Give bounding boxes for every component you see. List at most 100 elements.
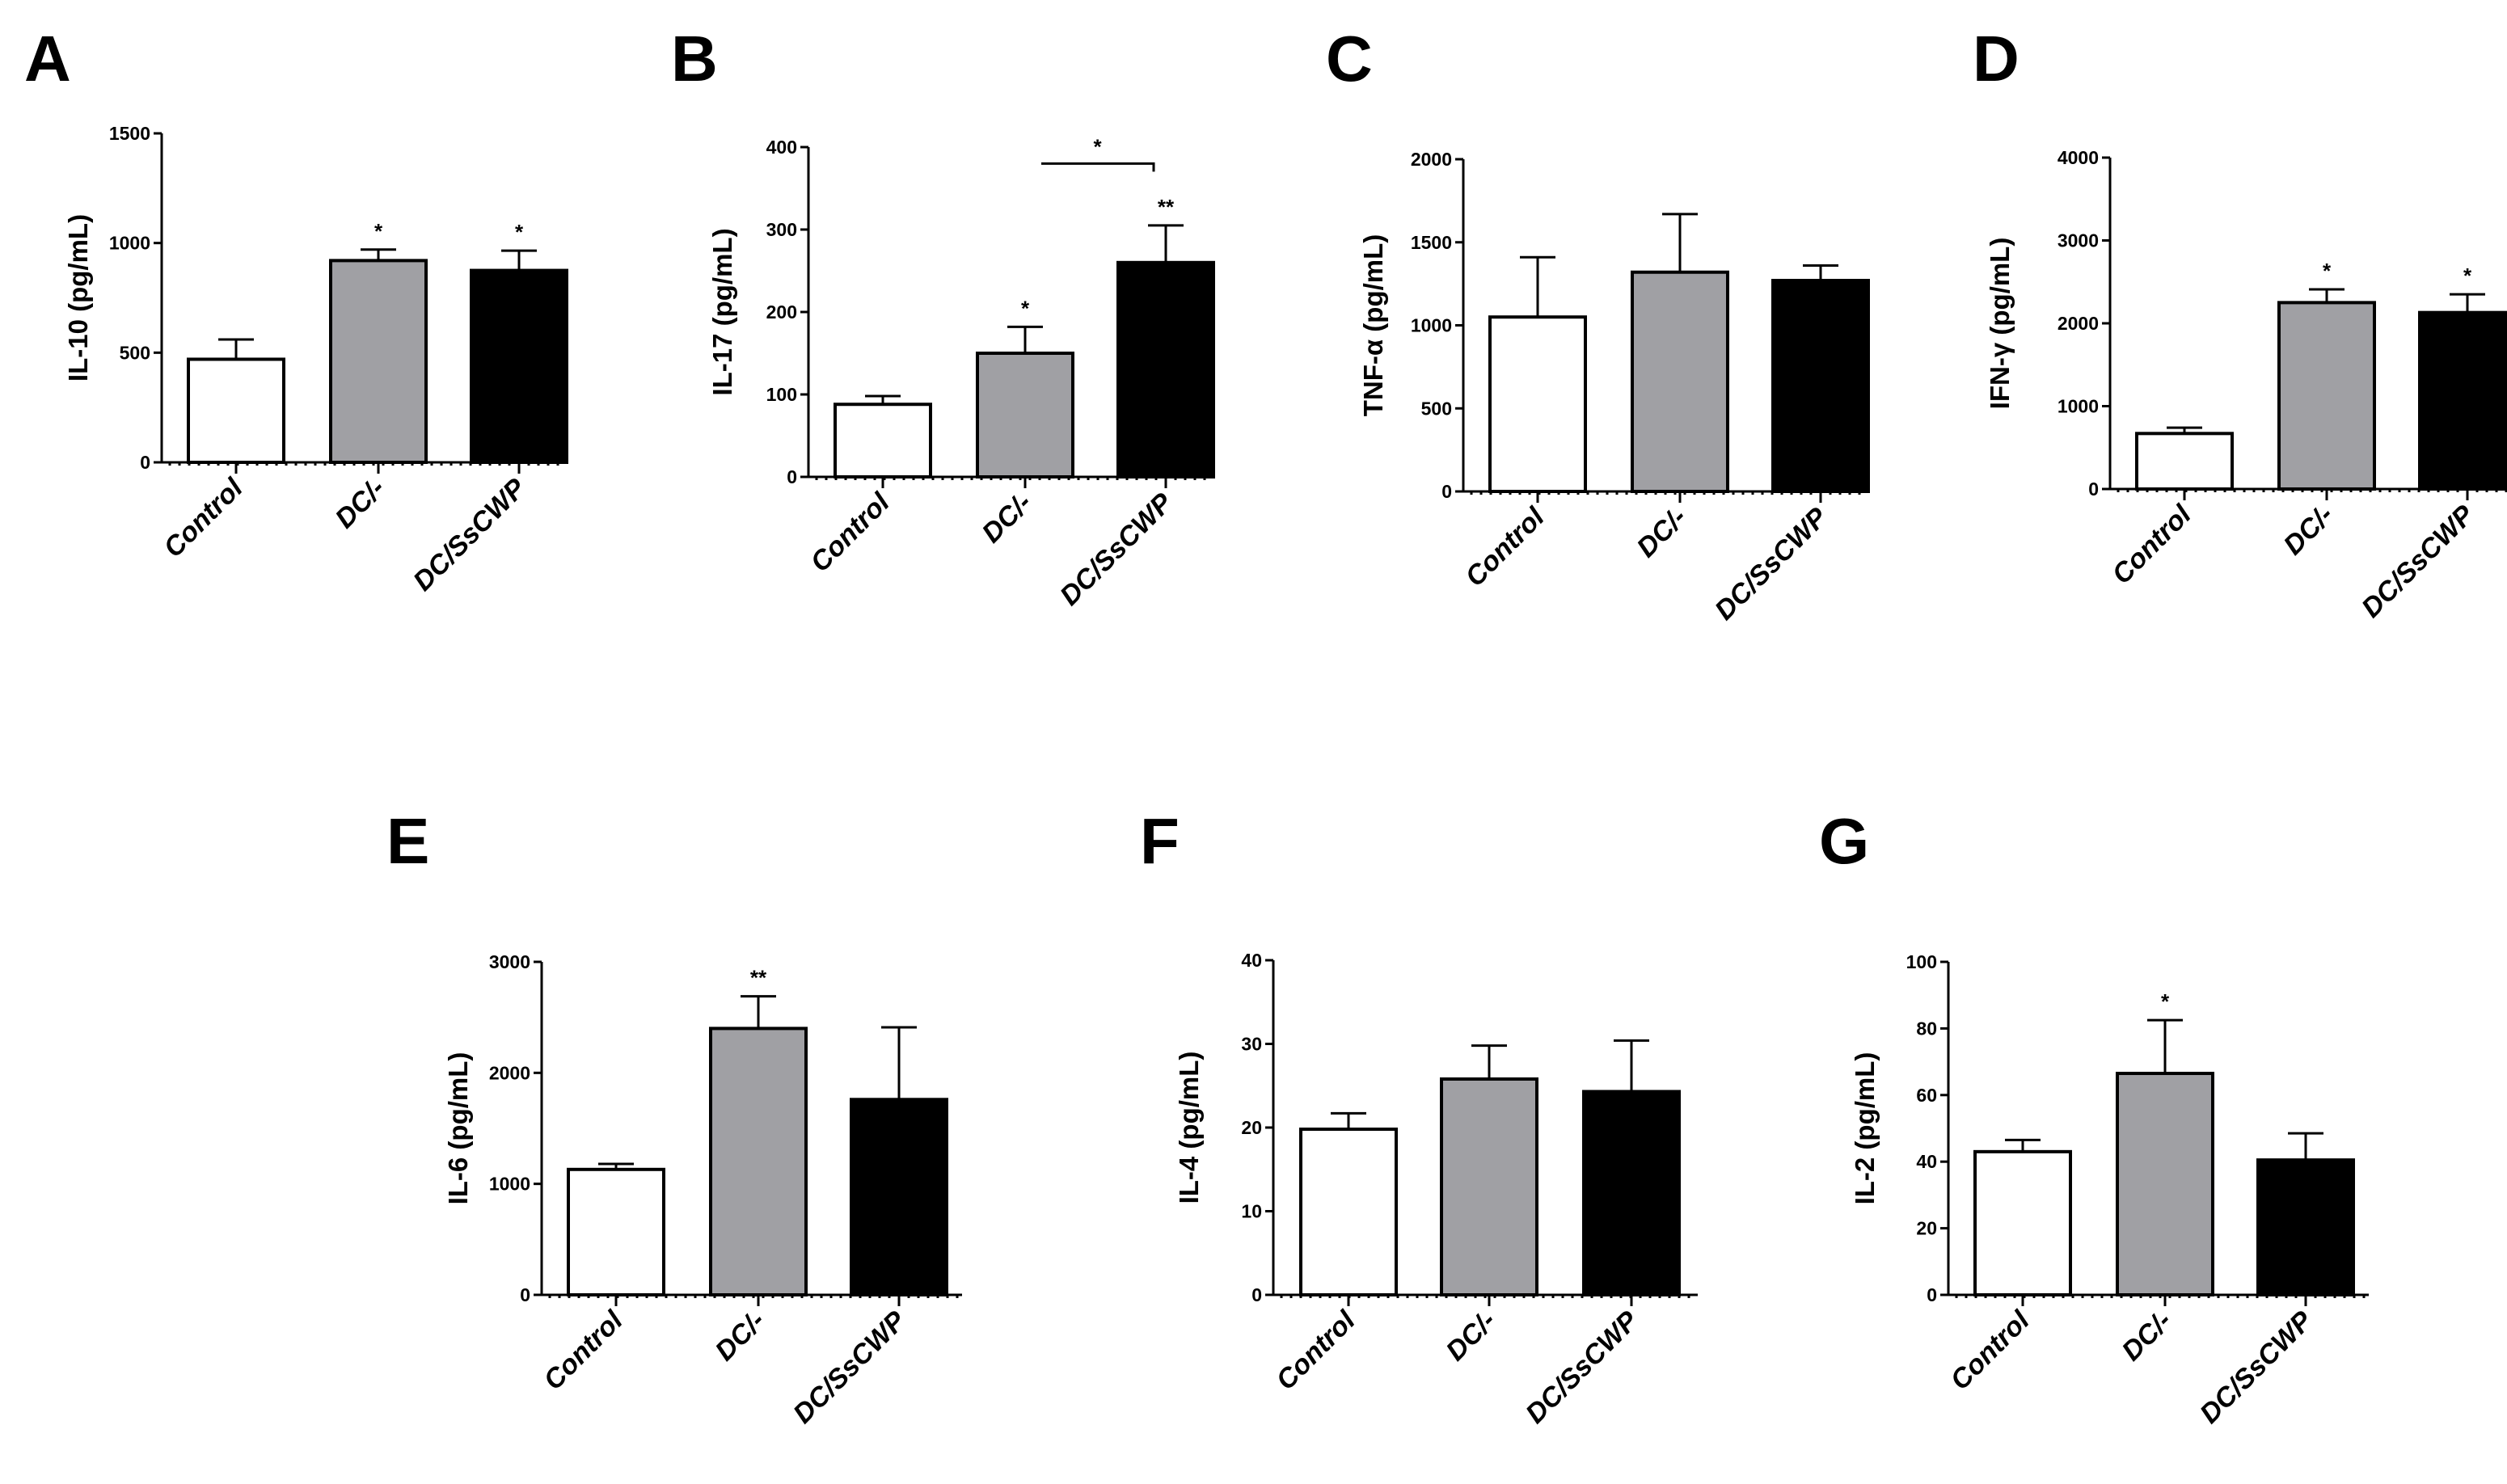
y-tick-label: 300 [766,219,797,240]
y-tick-label: 500 [120,342,150,363]
x-tick-label: Control [158,472,249,563]
panel-letter: G [1819,805,1869,877]
y-tick-label: 3000 [2058,230,2099,251]
x-tick-label: Control [538,1305,629,1396]
bar-dcsscwp [850,1098,948,1296]
y-tick-label: 100 [1906,951,1937,972]
x-tick-label: DC/SsCWP [1054,487,1179,612]
y-axis-label: IL-2 (pg/mL) [1850,1052,1880,1205]
x-tick-label: DC/SsCWP [2194,1305,2319,1430]
x-tick-label: Control [2106,499,2197,590]
x-tick-label: Control [1944,1305,2036,1396]
bar-dcsscwp [1116,260,1215,479]
x-tick-label: DC/- [329,473,390,534]
y-tick-label: 2000 [2058,313,2099,334]
y-axis-label: IL-6 (pg/mL) [443,1052,473,1205]
x-tick-label: DC/- [976,487,1037,549]
chart-panel-a: A IL-10 (pg/mL) 0 500 1000 1500 Control DC/- * DC… [24,23,568,597]
comparison-bracket [1041,162,1155,172]
bracket-significance-marker: * [1093,134,1102,158]
panel-letter: E [386,805,429,877]
x-tick-label: DC/SsCWP [1709,502,1834,626]
y-tick-label: 0 [787,466,797,487]
y-tick-label: 0 [1927,1284,1937,1305]
y-tick-label: 200 [766,301,797,323]
y-tick-label: 0 [140,452,150,473]
y-tick-label: 500 [1421,398,1452,419]
significance-marker: * [2323,259,2332,283]
significance-marker: * [2463,263,2472,288]
y-axis-label: IL-10 (pg/mL) [63,214,93,382]
significance-marker: * [1021,296,1030,320]
x-tick-label: DC/- [709,1305,770,1367]
y-tick-label: 80 [1916,1018,1937,1039]
bar-dc [2277,301,2376,491]
bar-control [567,1167,665,1297]
chart-panel-g: G IL-2 (pg/mL) 0 20 40 60 80 100 Control DC/- * DC/… [1819,805,2369,1430]
y-tick-label: 0 [520,1284,530,1305]
bar-dcsscwp [2418,310,2507,491]
y-tick-label: 30 [1241,1034,1262,1055]
chart-panel-b: B IL-17 (pg/mL) 0 100 200 300 400 Control DC/- * D… [671,23,1215,612]
panel-letter: A [24,23,71,95]
y-tick-label: 0 [2088,479,2099,500]
y-tick-label: 0 [1251,1284,1262,1305]
significance-marker: * [2161,989,2170,1014]
significance-marker: ** [750,966,767,990]
y-tick-label: 60 [1916,1085,1937,1106]
x-tick-label: DC/SsCWP [407,473,532,597]
y-tick-label: 1000 [109,233,150,254]
x-tick-label: DC/- [1440,1305,1501,1367]
bar-control [1488,315,1587,493]
y-tick-label: 4000 [2058,147,2099,168]
chart-panel-e: E IL-6 (pg/mL) 0 1000 2000 3000 Control DC/- ** D… [386,805,962,1430]
y-tick-label: 20 [1241,1117,1262,1138]
y-tick-label: 40 [1916,1151,1937,1172]
significance-marker: * [515,220,524,244]
bar-dc [976,352,1074,479]
y-tick-label: 40 [1241,950,1262,971]
bar-dc [1440,1077,1538,1296]
panel-letter: B [671,23,718,95]
bar-control [2135,432,2234,491]
bar-control [834,403,932,479]
y-axis-label: IFN-γ (pg/mL) [1985,238,2015,410]
y-tick-label: 10 [1241,1201,1262,1222]
x-tick-label: Control [804,487,896,578]
bar-dc [1631,270,1729,493]
y-tick-label: 3000 [489,951,530,972]
panel-letter: D [1973,23,2020,95]
x-tick-label: DC/SsCWP [1520,1305,1644,1430]
y-tick-label: 1000 [489,1174,530,1195]
bar-control [1973,1149,2072,1296]
y-tick-label: 2000 [489,1062,530,1083]
chart-panel-f: F IL-4 (pg/mL) 0 10 20 30 40 Control DC/- DC/SsCW… [1140,805,1698,1430]
bar-dc [709,1027,808,1297]
bar-dcsscwp [470,268,568,465]
x-tick-label: DC/- [2116,1305,2177,1367]
y-tick-label: 100 [766,384,797,405]
chart-panel-d: D IFN-γ (pg/mL) 0 1000 2000 3000 4000 Control DC… [1973,23,2507,624]
bar-dcsscwp [1582,1090,1681,1296]
y-tick-label: 1000 [2058,396,2099,417]
bar-control [1299,1128,1398,1296]
y-axis-label: IL-17 (pg/mL) [707,228,737,395]
y-tick-label: 400 [766,137,797,158]
panel-letter: F [1140,805,1180,877]
bar-dc [2116,1072,2214,1297]
x-tick-label: Control [1270,1305,1361,1396]
significance-marker: * [374,219,383,243]
significance-marker: ** [1158,195,1175,219]
x-tick-label: DC/- [2277,500,2339,561]
y-tick-label: 1500 [109,123,150,144]
y-axis-label: IL-4 (pg/mL) [1174,1052,1204,1204]
x-tick-label: DC/SsCWP [787,1305,912,1430]
y-tick-label: 1000 [1411,315,1452,336]
y-tick-label: 2000 [1411,149,1452,170]
x-tick-label: Control [1459,501,1551,592]
bar-control [187,357,285,464]
y-tick-label: 0 [1441,481,1452,502]
x-tick-label: DC/SsCWP [2356,500,2480,624]
y-axis-label: TNF-α (pg/mL) [1358,234,1388,417]
